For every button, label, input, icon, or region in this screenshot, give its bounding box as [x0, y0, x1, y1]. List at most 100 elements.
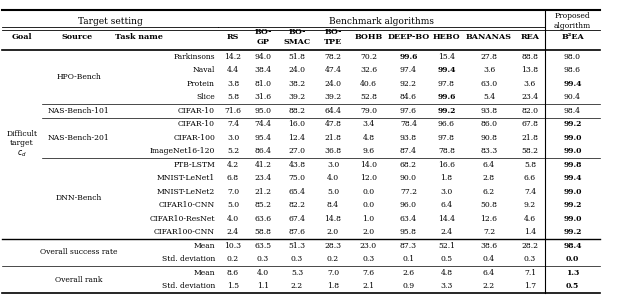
Text: 64.4: 64.4 [324, 107, 342, 115]
Text: 0.2: 0.2 [327, 255, 339, 263]
Text: 7.6: 7.6 [362, 269, 374, 277]
Text: 7.4: 7.4 [227, 120, 239, 128]
Text: Benchmark algorithms: Benchmark algorithms [329, 16, 434, 26]
Text: 14.8: 14.8 [324, 215, 342, 223]
Text: Mean: Mean [193, 269, 215, 277]
Text: 5.2: 5.2 [227, 147, 239, 155]
Text: 99.4: 99.4 [563, 80, 582, 88]
Text: CIFAR-10: CIFAR-10 [178, 107, 215, 115]
Text: 99.2: 99.2 [563, 201, 582, 209]
Text: BO-
SMAC: BO- SMAC [284, 28, 310, 46]
Text: 9.6: 9.6 [362, 147, 374, 155]
Text: 3.8: 3.8 [227, 80, 239, 88]
Text: 0.9: 0.9 [403, 282, 415, 290]
Text: 39.2: 39.2 [324, 93, 342, 101]
Text: 14.2: 14.2 [225, 53, 241, 61]
Text: 28.2: 28.2 [522, 242, 538, 250]
Text: 68.2: 68.2 [400, 161, 417, 169]
Text: 43.8: 43.8 [289, 161, 305, 169]
Text: DNN-Bench: DNN-Bench [56, 194, 102, 202]
Text: 2.0: 2.0 [327, 228, 339, 236]
Text: 5.8: 5.8 [524, 161, 536, 169]
Text: 3.4: 3.4 [362, 120, 374, 128]
Text: CIFAR-100: CIFAR-100 [173, 134, 215, 142]
Text: Mean: Mean [193, 242, 215, 250]
Text: NAS-Bench-201: NAS-Bench-201 [48, 134, 110, 142]
Text: 90.0: 90.0 [400, 174, 417, 182]
Text: PTB-LSTM: PTB-LSTM [173, 161, 215, 169]
Text: 1.0: 1.0 [362, 215, 374, 223]
Text: 90.4: 90.4 [564, 93, 581, 101]
Text: 2.0: 2.0 [362, 228, 374, 236]
Text: 4.4: 4.4 [227, 66, 239, 74]
Text: 58.2: 58.2 [522, 147, 538, 155]
Text: 78.8: 78.8 [438, 147, 455, 155]
Text: 2.6: 2.6 [403, 269, 415, 277]
Text: 7.4: 7.4 [524, 188, 536, 196]
Text: 99.0: 99.0 [563, 188, 582, 196]
Text: 0.1: 0.1 [403, 255, 415, 263]
Text: DEEP-BO: DEEP-BO [387, 33, 429, 41]
Text: 75.0: 75.0 [289, 174, 305, 182]
Text: 51.8: 51.8 [289, 53, 305, 61]
Text: 97.8: 97.8 [438, 134, 455, 142]
Text: 5.0: 5.0 [227, 201, 239, 209]
Text: 4.0: 4.0 [257, 269, 269, 277]
Text: 0.5: 0.5 [566, 282, 579, 290]
Text: Task name: Task name [115, 33, 163, 41]
Text: REA: REA [520, 33, 540, 41]
Text: 65.4: 65.4 [289, 188, 305, 196]
Text: 0.3: 0.3 [524, 255, 536, 263]
Text: 88.2: 88.2 [289, 107, 305, 115]
Text: 96.0: 96.0 [400, 201, 417, 209]
Text: 4.2: 4.2 [227, 161, 239, 169]
Text: 0.0: 0.0 [362, 188, 374, 196]
Text: Naval: Naval [193, 66, 215, 74]
Text: 93.8: 93.8 [400, 134, 417, 142]
Text: Target setting: Target setting [77, 16, 142, 26]
Text: 6.4: 6.4 [440, 201, 452, 209]
Text: 95.8: 95.8 [400, 228, 417, 236]
Text: 99.0: 99.0 [563, 215, 582, 223]
Text: CIFAR10-ResNet: CIFAR10-ResNet [150, 215, 215, 223]
Text: 21.2: 21.2 [255, 188, 271, 196]
Text: 7.1: 7.1 [524, 269, 536, 277]
Text: 90.8: 90.8 [481, 134, 497, 142]
Text: BO-
GP: BO- GP [254, 28, 272, 46]
Text: 7.2: 7.2 [483, 228, 495, 236]
Text: 86.0: 86.0 [481, 120, 497, 128]
Text: 12.6: 12.6 [481, 215, 497, 223]
Text: 5.8: 5.8 [227, 93, 239, 101]
Text: 63.6: 63.6 [255, 215, 271, 223]
Text: Difficult
target
$c_d$: Difficult target $c_d$ [6, 130, 38, 159]
Text: CIFAR-10: CIFAR-10 [178, 120, 215, 128]
Text: ImageNet16-120: ImageNet16-120 [150, 147, 215, 155]
Text: 99.2: 99.2 [563, 120, 582, 128]
Text: 99.6: 99.6 [399, 53, 418, 61]
Text: 0.3: 0.3 [257, 255, 269, 263]
Text: 4.0: 4.0 [327, 174, 339, 182]
Text: MNIST-LeNet2: MNIST-LeNet2 [157, 188, 215, 196]
Text: 78.2: 78.2 [324, 53, 342, 61]
Text: 6.4: 6.4 [483, 161, 495, 169]
Text: 38.6: 38.6 [481, 242, 497, 250]
Text: 5.0: 5.0 [327, 188, 339, 196]
Text: 2.4: 2.4 [227, 228, 239, 236]
Text: 2.1: 2.1 [362, 282, 374, 290]
Text: 40.6: 40.6 [360, 80, 377, 88]
Text: 1.8: 1.8 [327, 282, 339, 290]
Text: 0.3: 0.3 [362, 255, 374, 263]
Text: MNIST-LeNet1: MNIST-LeNet1 [157, 174, 215, 182]
Text: 15.4: 15.4 [438, 53, 455, 61]
Text: 2.2: 2.2 [291, 282, 303, 290]
Text: 0.4: 0.4 [483, 255, 495, 263]
Text: Slice: Slice [196, 93, 215, 101]
Text: 27.8: 27.8 [481, 53, 497, 61]
Text: 50.8: 50.8 [481, 201, 497, 209]
Text: HEBO: HEBO [433, 33, 460, 41]
Text: 3.3: 3.3 [440, 282, 452, 290]
Text: 31.6: 31.6 [255, 93, 271, 101]
Text: CIFAR100-CNN: CIFAR100-CNN [154, 228, 215, 236]
Text: HPO-Bench: HPO-Bench [56, 73, 101, 81]
Text: 32.6: 32.6 [360, 66, 377, 74]
